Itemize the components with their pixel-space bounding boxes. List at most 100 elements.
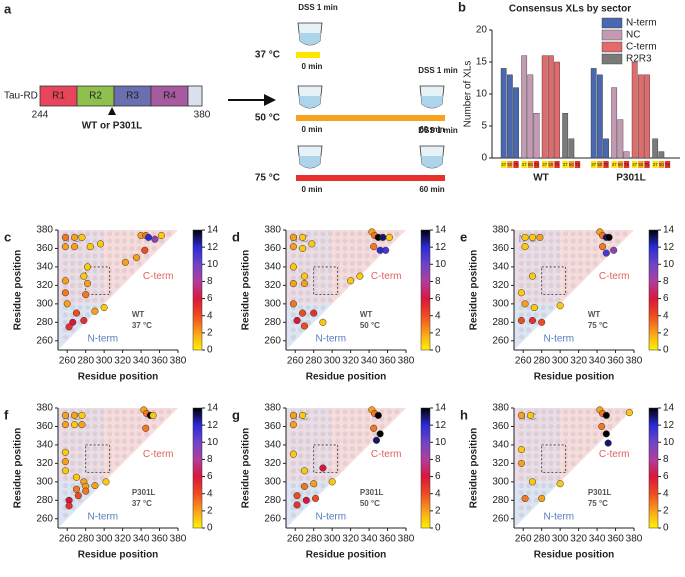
category-box (501, 161, 507, 168)
background-dot (77, 438, 83, 444)
y-tick-label: 260 (36, 513, 53, 524)
category-label: 50 (618, 162, 624, 167)
sector-c-term (104, 408, 178, 482)
background-dot (107, 438, 113, 444)
colorbar-tick-label: 2 (663, 505, 669, 516)
background-dot (570, 446, 576, 452)
background-dot (540, 312, 547, 318)
background-dot (114, 275, 120, 281)
background-dot (92, 423, 98, 430)
x-tick-label: 260 (515, 534, 532, 545)
background-dot (533, 312, 539, 318)
background-dot (342, 253, 348, 259)
y-tick-label: 320 (492, 280, 509, 291)
background-dot (540, 268, 547, 274)
background-dot (114, 260, 120, 266)
background-dot (570, 282, 576, 288)
background-dot (77, 245, 83, 252)
background-dot (158, 416, 164, 422)
background-dot (570, 438, 576, 444)
background-dot (107, 453, 113, 459)
background-dot (92, 475, 98, 481)
background-dot (540, 260, 547, 266)
background-dot (62, 490, 68, 496)
y-tick-label: 300 (492, 298, 509, 309)
background-dot (92, 409, 98, 415)
colorbar-tick-label: 0 (435, 345, 441, 356)
condition-label: P301L (588, 488, 612, 497)
category-label: 50 (569, 162, 575, 167)
x-tick-label: 340 (589, 534, 606, 545)
background-dot (129, 438, 135, 444)
colorbar-tick-label: 0 (435, 523, 441, 534)
background-dot (570, 268, 576, 274)
category-label: 75 (534, 162, 540, 167)
background-dot (577, 438, 584, 444)
background-dot (298, 438, 304, 444)
background-dot (305, 490, 311, 496)
sector-n-term (58, 303, 105, 350)
category-box (603, 161, 609, 168)
y-tick-label: 360 (36, 243, 53, 254)
colorbar-tick-label: 4 (207, 488, 213, 499)
background-dot (563, 253, 569, 259)
background-dot (327, 438, 333, 444)
background-dot (136, 260, 142, 266)
background-dot (349, 245, 356, 252)
background-dot (121, 416, 128, 422)
domain-label: R3 (126, 91, 139, 102)
bar (521, 55, 528, 159)
time-label: 0 min (302, 185, 323, 194)
background-dot (305, 453, 311, 459)
background-dot (540, 475, 547, 481)
background-dot (349, 423, 356, 430)
y-tick-label: 360 (492, 421, 509, 432)
colorbar-tick-label: 12 (663, 242, 675, 253)
background-dot (290, 253, 296, 259)
colorbar-tick-label: 0 (207, 345, 213, 356)
crosslink-point (71, 233, 79, 241)
background-dot (563, 260, 569, 266)
background-dot (84, 460, 91, 466)
time-label: 0 min (302, 62, 323, 71)
x-axis-label: Residue position (534, 372, 615, 383)
background-dot (526, 290, 532, 296)
background-dot (320, 453, 326, 459)
background-dot (526, 468, 532, 474)
background-dot (357, 416, 363, 422)
background-dot (327, 423, 333, 430)
colorbar-tick-label: 14 (435, 403, 447, 414)
x-tick-label: 280 (305, 534, 322, 545)
background-dot (518, 327, 524, 333)
background-dot (92, 260, 98, 266)
temperature-label: 75 °C (255, 173, 280, 184)
crosslink-point (83, 263, 92, 271)
sector-c-term (104, 230, 178, 304)
y-axis-label: Residue position (13, 428, 24, 509)
r2r3-box (313, 444, 339, 474)
background-dot (305, 245, 311, 252)
background-dot (62, 268, 68, 274)
colorbar (420, 229, 431, 351)
y-tick-label: 5 (481, 121, 487, 132)
category-box (623, 161, 630, 168)
x-tick-label: 260 (59, 534, 76, 545)
colorbar-tick-label: 8 (207, 276, 213, 287)
crosslink-point (517, 459, 525, 467)
background-dot (70, 468, 76, 474)
background-dot (548, 268, 554, 274)
incubation-bar (296, 175, 445, 181)
x-axis-label: Residue position (306, 372, 387, 383)
region-label: N-C (63, 234, 81, 245)
background-dot (540, 423, 547, 430)
background-dot (129, 423, 135, 430)
background-dot (107, 282, 113, 288)
background-dot (592, 253, 598, 259)
background-dot (107, 268, 113, 274)
condition-label: 50 °C (360, 321, 380, 330)
background-dot (349, 260, 356, 266)
background-dot (342, 423, 348, 430)
background-dot (298, 297, 304, 303)
colorbar-tick-label: 6 (207, 293, 213, 304)
background-dot (533, 253, 539, 259)
